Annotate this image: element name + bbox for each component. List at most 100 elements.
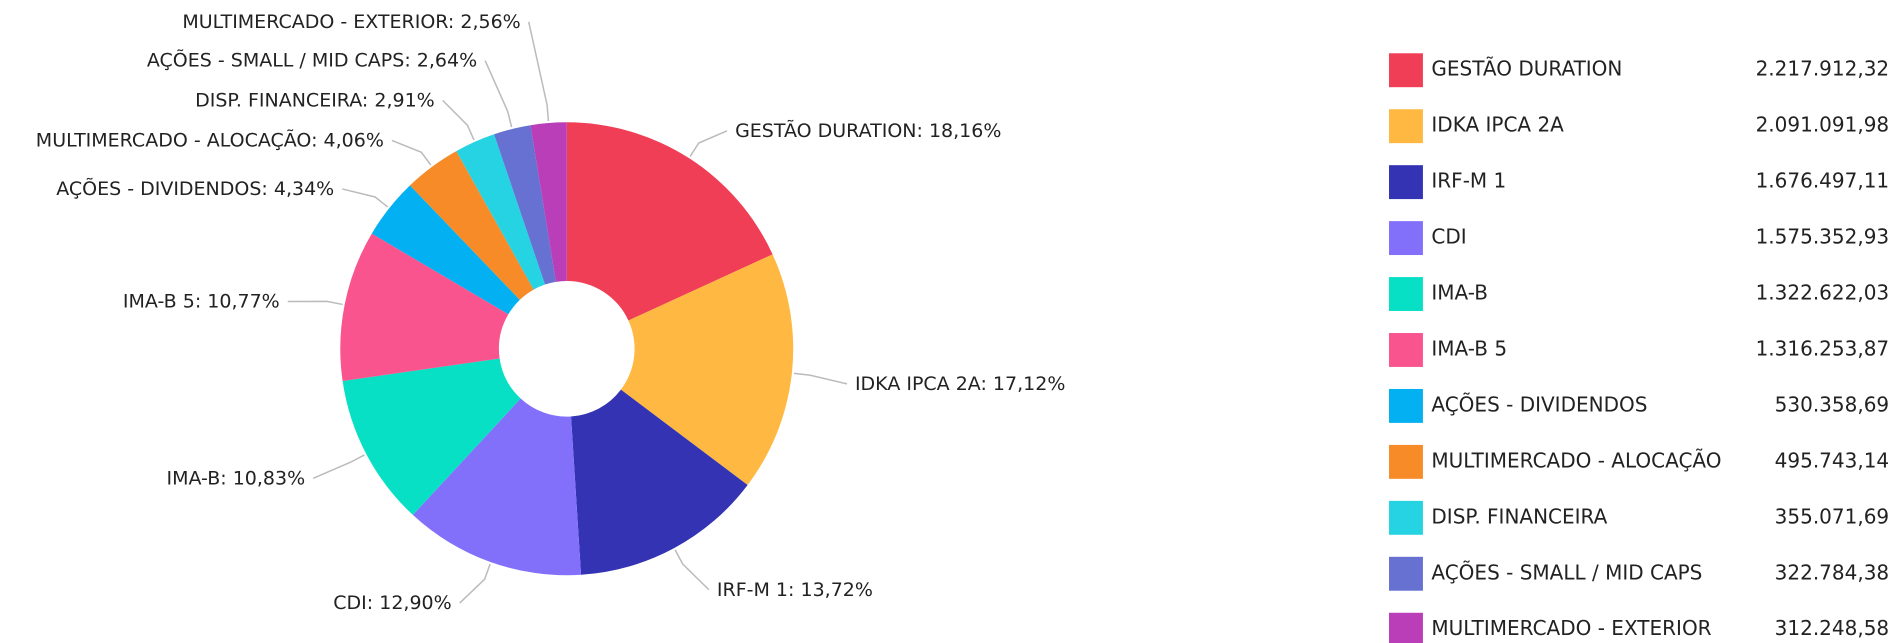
slice-label-separator: :: [220, 467, 232, 489]
slice-label-name: GESTÃO DURATION: [735, 118, 916, 141]
leader-line: [793, 372, 848, 385]
slice: [409, 151, 534, 300]
slice-label-separator: :: [261, 177, 273, 199]
slice-label-value: 17,12%: [993, 372, 1065, 394]
slice-label-separator: :: [311, 129, 323, 151]
slice-label: IDKA IPCA 2A: 17,12%: [855, 372, 1065, 394]
slice-label: DISP. FINANCEIRA: 2,91%: [195, 89, 435, 111]
slice-label-name: IRF-M 1: [717, 578, 788, 600]
leader-line: [484, 60, 513, 128]
legend-amount: 1.322.622,03: [1756, 281, 1890, 305]
leader-line: [312, 454, 365, 480]
slice-label-value: 2,91%: [374, 89, 434, 111]
slice-label: MULTIMERCADO - EXTERIOR: 2,56%: [182, 10, 520, 32]
slice-label: GESTÃO DURATION: 18,16%: [735, 118, 1001, 141]
legend-amount: 322.784,38: [1775, 560, 1890, 584]
legend-swatch: [1389, 556, 1423, 591]
slice-label: IMA-B 5: 10,77%: [123, 290, 280, 312]
slice-label: CDI: 12,90%: [333, 592, 451, 614]
legend-label: DISP. FINANCEIRA: [1431, 504, 1607, 528]
legend-label: IDKA IPCA 2A: [1431, 113, 1564, 137]
leader-line: [391, 139, 432, 166]
legend-label: AÇÕES - SMALL / MID CAPS: [1431, 560, 1702, 584]
leader-line: [689, 130, 728, 157]
legend-label: GESTÃO DURATION: [1431, 57, 1622, 81]
legend-swatch: [1389, 277, 1423, 311]
leader-line: [342, 188, 389, 208]
slice-label-name: MULTIMERCADO - ALOCAÇÃO: [36, 128, 311, 151]
legend-swatch: [1389, 388, 1423, 423]
slice-label-separator: :: [367, 592, 379, 614]
slice-label-value: 4,06%: [324, 129, 384, 151]
legend-amount: 530.358,69: [1775, 392, 1890, 416]
legend-swatch: [1389, 109, 1423, 144]
slice-label-name: AÇÕES - DIVIDENDOS: [56, 176, 261, 199]
slice: [566, 122, 773, 321]
slice-label-name: DISP. FINANCEIRA: [195, 89, 362, 111]
slice-label-separator: :: [404, 49, 416, 71]
slice-label: AÇÕES - SMALL / MID CAPS: 2,64%: [147, 48, 477, 71]
slice: [342, 358, 521, 515]
legend-amount: 1.676.497,11: [1756, 169, 1890, 193]
legend-swatch: [1389, 500, 1423, 535]
slice: [340, 233, 509, 382]
legend-amount: 495.743,14: [1775, 448, 1890, 472]
legend-swatch: [1389, 612, 1423, 643]
slice-label-separator: :: [917, 119, 929, 141]
slice-label-separator: :: [362, 89, 374, 111]
legend-amount: 312.248,58: [1775, 616, 1890, 640]
slice-label-value: 2,56%: [460, 10, 520, 32]
slice: [456, 134, 545, 290]
slice-label-value: 10,77%: [207, 290, 279, 312]
slice-label-separator: :: [448, 10, 460, 32]
slice-label-name: MULTIMERCADO - EXTERIOR: [182, 10, 448, 32]
slice-label: MULTIMERCADO - ALOCAÇÃO: 4,06%: [36, 128, 384, 151]
slice-label-value: 18,16%: [929, 119, 1001, 141]
legend-swatch: [1389, 165, 1423, 200]
slice-label-value: 13,72%: [800, 578, 872, 600]
slice: [412, 398, 582, 576]
legend-amount: 355.071,69: [1775, 504, 1890, 528]
legend-amount: 2.217.912,32: [1756, 57, 1890, 81]
slice: [530, 122, 567, 282]
slice-label: AÇÕES - DIVIDENDOS: 4,34%: [56, 176, 334, 199]
legend-label: IMA-B: [1431, 281, 1488, 305]
legend-label: CDI: [1431, 225, 1466, 249]
slice: [494, 125, 556, 285]
legend-swatch: [1389, 444, 1423, 479]
legend-label: AÇÕES - DIVIDENDOS: [1431, 392, 1647, 416]
slice: [371, 185, 520, 315]
slice-label-value: 2,64%: [417, 49, 477, 71]
legend-label: MULTIMERCADO - EXTERIOR: [1431, 616, 1711, 640]
slice-label-value: 12,90%: [379, 592, 451, 614]
legend-swatch: [1389, 53, 1423, 88]
slice-label-name: IMA-B 5: [123, 290, 195, 312]
slice-label-separator: :: [980, 372, 992, 394]
slice-label-value: 4,34%: [274, 177, 334, 199]
leader-line: [674, 549, 710, 591]
leader-line: [287, 300, 343, 306]
legend-amount: 2.091.091,98: [1756, 113, 1890, 137]
legend-swatch: [1389, 333, 1423, 367]
slice-label: IMA-B: 10,83%: [166, 467, 305, 489]
slice: [620, 254, 794, 486]
leader-line: [442, 99, 475, 141]
legend-label: IRF-M 1: [1431, 169, 1506, 193]
legend-label: IMA-B 5: [1431, 336, 1507, 360]
legend-amount: 1.316.253,87: [1756, 336, 1890, 360]
leader-line: [527, 21, 550, 122]
slice-label-name: AÇÕES - SMALL / MID CAPS: [147, 48, 404, 71]
slice-label-name: IMA-B: [166, 467, 220, 489]
slice-label: IRF-M 1: 13,72%: [717, 578, 873, 600]
slice-label-value: 10,83%: [233, 467, 305, 489]
leader-line: [459, 563, 491, 604]
legend-swatch: [1389, 221, 1423, 256]
slice-label-separator: :: [788, 578, 800, 600]
slice: [571, 389, 748, 575]
slice-label-name: IDKA IPCA 2A: [855, 372, 981, 394]
legend-amount: 1.575.352,93: [1756, 225, 1890, 249]
slice-label-name: CDI: [333, 592, 367, 614]
legend-label: MULTIMERCADO - ALOCAÇÃO: [1431, 448, 1721, 472]
slice-label-separator: :: [195, 290, 207, 312]
